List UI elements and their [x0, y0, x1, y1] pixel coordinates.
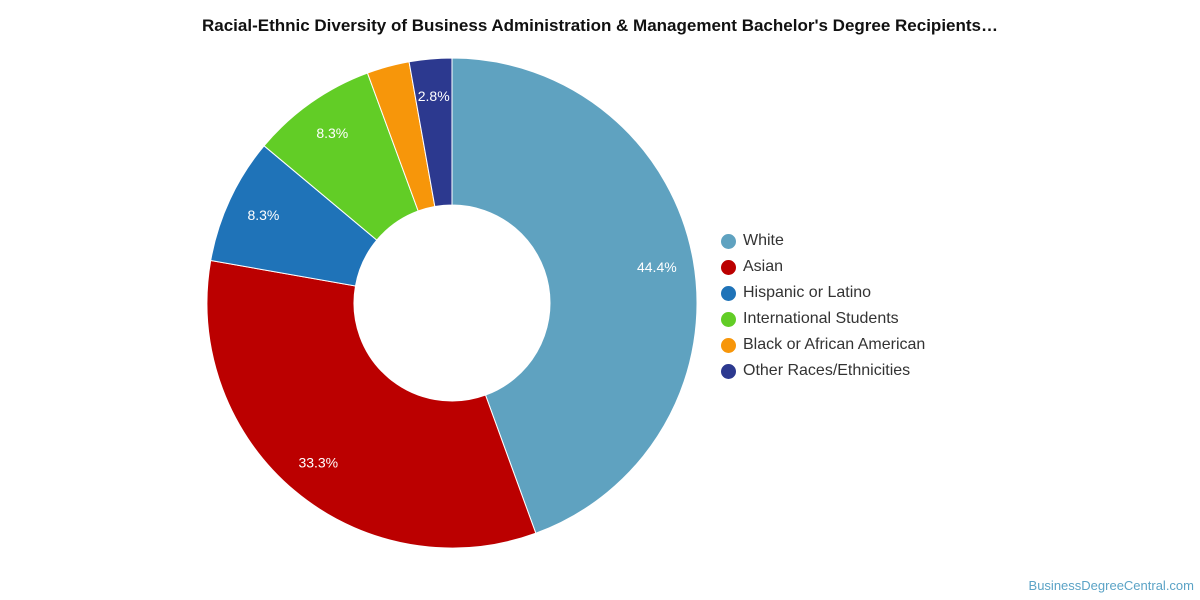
legend-item-asian[interactable]: Asian: [721, 254, 925, 280]
slice-label-international-students: 8.3%: [316, 125, 348, 141]
legend-swatch-international-students: [721, 311, 736, 327]
legend-label-asian: Asian: [743, 258, 784, 275]
chart-title: Racial-Ethnic Diversity of Business Admi…: [201, 16, 998, 35]
slice-label-other-races-ethnicities: 2.8%: [418, 88, 450, 104]
legend-label-white: White: [743, 232, 784, 249]
slice-white[interactable]: [451, 57, 698, 534]
legend-item-international-students[interactable]: International Students: [721, 306, 925, 332]
legend-label-hispanic-or-latino: Hispanic or Latino: [743, 284, 872, 301]
legend-label-international-students: International Students: [743, 310, 899, 327]
legend-label-black-or-african-american: Black or African American: [743, 336, 926, 353]
slice-other-races-ethnicities[interactable]: [408, 57, 453, 208]
chart-legend: White Asian Hispanic or Latino Internationa…: [721, 228, 925, 384]
slice-asian[interactable]: [206, 259, 537, 549]
legend-item-other-races-ethnicities[interactable]: Other Races/Ethnicities: [721, 358, 925, 384]
slice-label-hispanic-or-latino: 8.3%: [247, 207, 279, 223]
legend-swatch-asian: [721, 259, 736, 275]
legend-swatch-other-races-ethnicities: [721, 363, 736, 379]
legend-item-black-or-african-american[interactable]: Black or African American: [721, 332, 925, 358]
legend-item-hispanic-or-latino[interactable]: Hispanic or Latino: [721, 280, 925, 306]
source-credit[interactable]: BusinessDegreeCentral.com: [1028, 578, 1194, 593]
legend-swatch-black-or-african-american: [721, 337, 736, 353]
slice-label-asian: 33.3%: [298, 454, 338, 470]
legend-swatch-white: [721, 233, 736, 249]
legend-swatch-hispanic-or-latino: [721, 285, 736, 301]
legend-item-white[interactable]: White: [721, 228, 925, 254]
legend-label-other-races-ethnicities: Other Races/Ethnicities: [743, 362, 911, 379]
slice-label-white: 44.4%: [637, 259, 677, 275]
